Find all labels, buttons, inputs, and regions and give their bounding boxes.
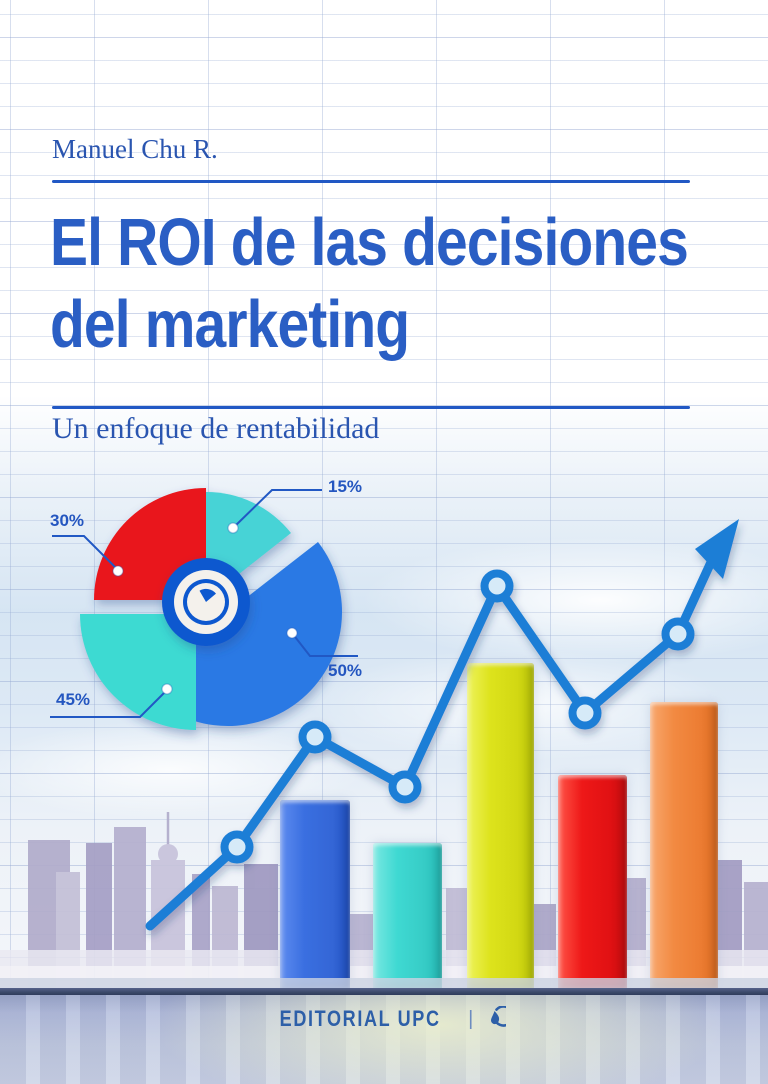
publisher-logo: EDITORIAL UPC | (0, 1006, 768, 1032)
reflection-band (0, 995, 768, 1084)
book-title-line2: del marketing (50, 287, 410, 362)
publisher-name: EDITORIAL UPC (279, 1006, 441, 1031)
book-subtitle: Un enfoque de rentabilidad (52, 412, 380, 445)
author-name: Manuel Chu R. (52, 134, 218, 164)
bar-teal (373, 843, 442, 988)
publisher-separator: | (468, 1007, 474, 1030)
bar-orange (650, 702, 718, 988)
pie-label-15: 15% (328, 477, 363, 496)
floor-line (0, 988, 768, 995)
pie-label-30: 30% (50, 511, 85, 530)
bar-yellow (467, 663, 534, 988)
floor-highlight (0, 978, 768, 988)
pie-label-45: 45% (56, 690, 91, 709)
bar-red (558, 775, 627, 988)
divider-rule-top (52, 180, 690, 183)
divider-rule-bottom (52, 406, 690, 409)
book-title-line1: El ROI de las decisiones (50, 205, 689, 280)
upc-flame-icon (491, 1006, 507, 1027)
bar-blue (280, 800, 350, 988)
book-title: El ROI de las decisiones del marketing (50, 202, 689, 366)
pie-label-50: 50% (328, 661, 363, 680)
